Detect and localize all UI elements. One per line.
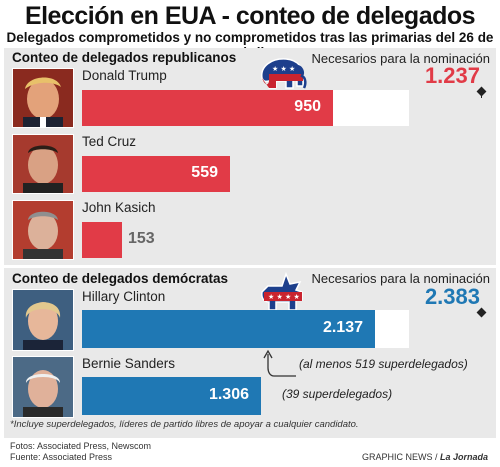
source-credits: Fuente: Associated Press — [10, 452, 113, 462]
candidate-row-trump: Donald Trump 950 — [12, 68, 492, 130]
bar-track-trump: 950 — [82, 90, 409, 126]
republican-elephant-icon: ★ ★ ★ — [261, 58, 307, 89]
brand-name: La Jornada — [439, 452, 488, 462]
bar-track-sanders: 1.306 — [82, 377, 409, 415]
candidate-name-sanders: Bernie Sanders — [82, 356, 176, 371]
candidate-row-cruz: Ted Cruz 559 — [12, 134, 492, 196]
republican-needed-label: Necesarios para la nominación — [311, 51, 490, 66]
kasich-photo — [12, 200, 74, 260]
candidate-row-clinton: Hillary Clinton 2.137 (al menos 519 supe… — [12, 289, 492, 371]
candidate-name-kasich: John Kasich — [82, 200, 156, 215]
clinton-photo — [12, 289, 74, 351]
democrat-needed-label: Necesarios para la nominación — [311, 271, 490, 286]
republican-needed-value: 1.237 — [424, 63, 480, 88]
bar-cruz — [82, 156, 230, 192]
candidate-row-sanders: Bernie Sanders 1.306 (39 superdelegados) — [12, 356, 492, 420]
bar-sanders — [82, 377, 261, 415]
brand-prefix: GRAPHIC NEWS / — [361, 452, 440, 462]
svg-text:★ ★ ★ ★: ★ ★ ★ ★ — [268, 293, 300, 301]
sanders-superdelegates-note: (39 superdelegados) — [282, 387, 393, 401]
superdelegates-arrow-icon — [263, 349, 296, 377]
sanders-photo — [12, 356, 74, 418]
republican-panel: Conteo de delegados republicanos Necesar… — [4, 48, 496, 265]
chart-title: Elección en EUA - conteo de delegados — [24, 2, 476, 30]
trump-photo — [12, 68, 74, 128]
bar-clinton — [82, 310, 375, 348]
bar-value-cruz: 559 — [191, 164, 218, 181]
bar-track-kasich: 153 — [82, 222, 409, 258]
photo-credits: Fotos: Associated Press, Newscom — [10, 441, 152, 451]
footnote: *Incluye superdelegados, líderes de part… — [10, 419, 359, 430]
svg-text:★ ★ ★: ★ ★ ★ — [272, 65, 295, 73]
bar-value-clinton: 2.137 — [322, 319, 363, 336]
bar-track-clinton: 2.137 — [82, 310, 409, 348]
bar-trump — [82, 90, 333, 126]
clinton-superdelegates-note: (al menos 519 superdelegados) — [299, 357, 468, 371]
democrat-panel: Conteo de delegados demócratas Necesario… — [4, 268, 496, 438]
republican-section-title: Conteo de delegados republicanos — [12, 50, 237, 65]
bar-value-sanders: 1.306 — [208, 386, 249, 403]
bar-track-cruz: 559 — [82, 156, 409, 192]
bar-value-kasich: 153 — [128, 230, 155, 247]
candidate-name-clinton: Hillary Clinton — [82, 289, 166, 304]
democrat-section-title: Conteo de delegados demócratas — [12, 271, 229, 286]
cruz-photo — [12, 134, 74, 194]
democrat-donkey-icon: ★ ★ ★ ★ — [261, 271, 303, 311]
bar-kasich — [82, 222, 122, 258]
democrat-needed-value: 2.383 — [424, 284, 480, 309]
brand-credit: GRAPHIC NEWS / La Jornada — [362, 452, 488, 462]
candidate-name-cruz: Ted Cruz — [82, 134, 137, 149]
candidate-name-trump: Donald Trump — [82, 68, 167, 83]
candidate-row-kasich: John Kasich 153 — [12, 200, 492, 262]
bar-value-trump: 950 — [294, 98, 321, 115]
